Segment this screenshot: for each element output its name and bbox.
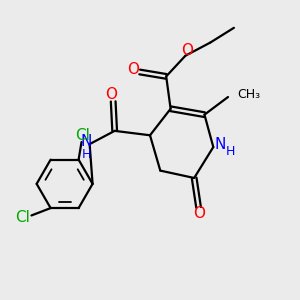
Text: CH₃: CH₃	[237, 88, 260, 101]
Text: O: O	[127, 62, 139, 77]
Text: H: H	[81, 148, 91, 161]
Text: Cl: Cl	[15, 210, 30, 225]
Text: H: H	[226, 145, 235, 158]
Text: O: O	[181, 43, 193, 58]
Text: Cl: Cl	[75, 128, 90, 143]
Text: N: N	[214, 137, 226, 152]
Text: O: O	[193, 206, 205, 221]
Text: N: N	[80, 134, 92, 149]
Text: O: O	[105, 87, 117, 102]
